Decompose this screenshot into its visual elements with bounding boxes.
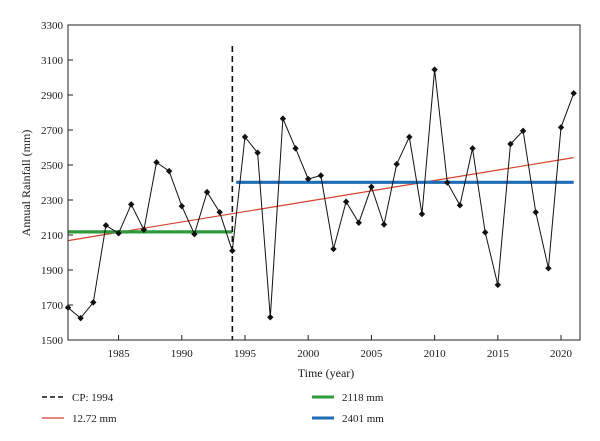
data-point (355, 219, 362, 226)
data-point (115, 230, 122, 237)
legend-item: 2118 mm (312, 392, 384, 404)
data-point (481, 229, 489, 236)
rainfall-series-line (67, 69, 575, 319)
data-point (532, 209, 539, 216)
data-point (469, 145, 476, 152)
data-point (393, 160, 400, 168)
legend-label: 12.72 mm (72, 413, 117, 425)
data-point (165, 167, 173, 175)
legend-item: 12.72 mm (42, 413, 117, 425)
x-tick-label: 2015 (487, 348, 510, 360)
data-point (494, 281, 502, 289)
data-point (330, 245, 337, 253)
legend-label: 2401 mm (342, 413, 384, 425)
y-tick-label: 2900 (41, 90, 64, 102)
legend: CP: 1994 2118 mm 12.72 mm 2401 mm (42, 392, 384, 425)
data-point (102, 222, 110, 229)
y-tick-label: 2100 (41, 230, 64, 242)
y-tick-label: 1900 (41, 265, 64, 277)
data-point (380, 221, 388, 228)
data-point (557, 124, 565, 131)
y-tick-label: 1700 (41, 300, 64, 312)
data-point (431, 66, 438, 73)
data-point (178, 202, 185, 210)
data-point (368, 183, 375, 191)
x-tick-label: 2020 (550, 348, 573, 360)
y-tick-label: 1500 (41, 335, 64, 347)
x-axis-title: Time (year) (298, 366, 355, 380)
legend-item: CP: 1994 (42, 392, 114, 404)
data-point (444, 179, 451, 186)
data-point (216, 209, 223, 216)
y-tick-label: 2300 (41, 195, 64, 207)
x-tick-label: 2005 (360, 348, 383, 360)
data-point (519, 127, 527, 135)
data-point (191, 230, 198, 238)
legend-label: CP: 1994 (72, 392, 114, 404)
axes: 1500 1700 1900 2100 2300 2500 2700 2900 3100 3300… (41, 20, 581, 360)
plot-area (64, 46, 577, 340)
x-tick-label: 1990 (171, 348, 194, 360)
y-tick-label: 2700 (41, 125, 64, 137)
data-point (77, 314, 84, 322)
legend-label: 2118 mm (342, 392, 384, 404)
data-point (545, 265, 552, 272)
data-point (406, 133, 413, 141)
y-tick-label: 2500 (41, 160, 64, 172)
data-point (507, 140, 514, 148)
data-point (304, 175, 312, 183)
x-tick-label: 1985 (108, 348, 131, 360)
data-point (456, 202, 464, 209)
data-point (418, 210, 426, 218)
plot-frame (67, 24, 581, 341)
x-tick-label: 2010 (424, 348, 447, 360)
data-point (267, 314, 274, 321)
data-point (241, 133, 249, 141)
data-point (90, 299, 97, 306)
y-tick-label: 3300 (41, 20, 64, 32)
x-tick-label: 1995 (234, 348, 257, 360)
data-point (229, 247, 236, 254)
data-point (153, 159, 160, 166)
data-point (128, 201, 135, 208)
y-axis-title: Annual Rainfall (mm) (19, 130, 33, 237)
data-point (317, 172, 325, 179)
x-tick-label: 2000 (297, 348, 320, 360)
data-point (254, 149, 261, 156)
data-point (140, 226, 148, 233)
y-tick-label: 3100 (41, 55, 64, 67)
data-point (203, 188, 211, 196)
data-point (279, 115, 287, 122)
data-point (570, 90, 577, 97)
data-point (342, 198, 350, 205)
trend-line (67, 157, 574, 242)
data-point (292, 145, 299, 152)
legend-item: 2401 mm (312, 413, 384, 425)
